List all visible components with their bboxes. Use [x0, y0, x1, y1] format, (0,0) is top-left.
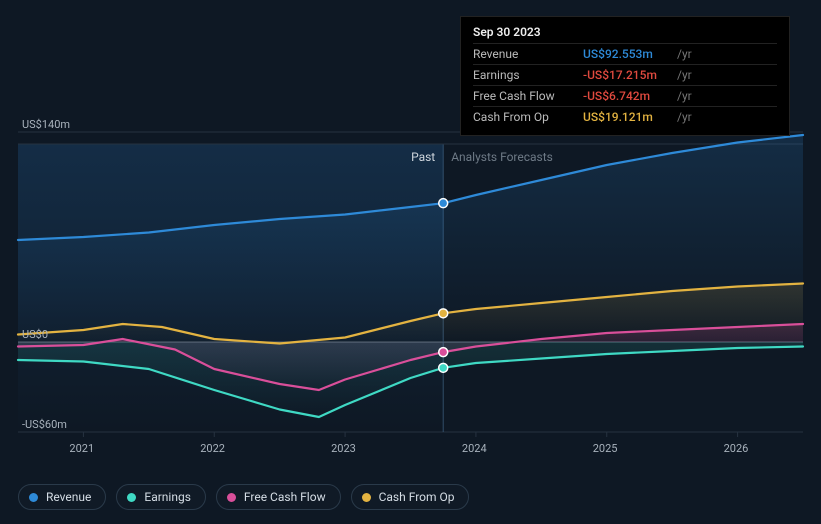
chart-legend: Revenue Earnings Free Cash Flow Cash From O…: [18, 484, 469, 510]
legend-swatch: [127, 493, 136, 502]
x-axis-label: 2026: [724, 442, 749, 455]
x-axis-label: 2024: [462, 442, 487, 455]
financials-chart: US$140m US$0 -US$60m 2021 2022 2023 2024 2025 2…: [0, 0, 821, 524]
tooltip-row-value: -US$17.215m: [583, 68, 673, 82]
tooltip-row-unit: /yr: [673, 47, 692, 61]
hover-tooltip: Sep 30 2023 RevenueUS$92.553m/yrEarnings…: [460, 16, 790, 136]
legend-label: Cash From Op: [379, 490, 455, 504]
tooltip-date: Sep 30 2023: [473, 25, 777, 43]
tooltip-row-label: Cash From Op: [473, 110, 583, 124]
y-axis-label: US$0: [22, 328, 48, 341]
legend-item-cash_from_op[interactable]: Cash From Op: [351, 484, 470, 510]
tooltip-row-value: -US$6.742m: [583, 89, 673, 103]
legend-item-earnings[interactable]: Earnings: [116, 484, 206, 510]
tooltip-row-value: US$19.121m: [583, 110, 673, 124]
legend-item-revenue[interactable]: Revenue: [18, 484, 106, 510]
tooltip-row: Earnings-US$17.215m/yr: [473, 64, 777, 85]
tooltip-row-label: Free Cash Flow: [473, 89, 583, 103]
x-axis-label: 2025: [593, 442, 618, 455]
tooltip-row-unit: /yr: [673, 110, 692, 124]
y-axis-label: US$140m: [22, 118, 70, 131]
region-label-forecast: Analysts Forecasts: [451, 150, 553, 164]
tooltip-row: Free Cash Flow-US$6.742m/yr: [473, 85, 777, 106]
x-axis-label: 2021: [69, 442, 94, 455]
legend-label: Revenue: [46, 490, 91, 504]
tooltip-row-label: Revenue: [473, 47, 583, 61]
legend-swatch: [29, 493, 38, 502]
x-axis-label: 2022: [200, 442, 225, 455]
tooltip-row: RevenueUS$92.553m/yr: [473, 43, 777, 64]
legend-label: Earnings: [144, 490, 191, 504]
legend-swatch: [227, 493, 236, 502]
tooltip-row-label: Earnings: [473, 68, 583, 82]
legend-item-free_cash_flow[interactable]: Free Cash Flow: [216, 484, 341, 510]
tooltip-row-unit: /yr: [673, 89, 692, 103]
region-label-past: Past: [411, 150, 435, 164]
x-axis-label: 2023: [331, 442, 356, 455]
tooltip-row: Cash From OpUS$19.121m/yr: [473, 106, 777, 127]
tooltip-row-value: US$92.553m: [583, 47, 673, 61]
tooltip-row-unit: /yr: [673, 68, 692, 82]
legend-swatch: [362, 493, 371, 502]
legend-label: Free Cash Flow: [244, 490, 326, 504]
y-axis-label: -US$60m: [22, 418, 67, 431]
